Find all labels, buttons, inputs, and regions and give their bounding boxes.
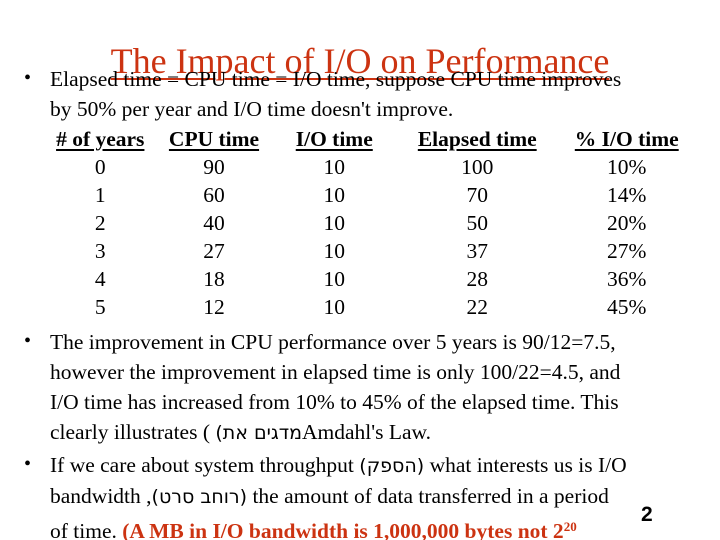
- table-header-label: # of years: [56, 126, 145, 151]
- table-header-cell: % I/O time: [559, 124, 696, 153]
- bullet-icon: •: [24, 453, 32, 475]
- table-cell: 37: [466, 239, 489, 263]
- text-line: clearly illustrates ( (תא םיגדמAmdahl's …: [50, 417, 710, 448]
- table-cell: 10: [323, 295, 346, 319]
- text-line: by 50% per year and I/O time doesn't imp…: [50, 97, 454, 121]
- text-line: I/O time has increased from 10% to 45% o…: [50, 390, 619, 414]
- table-cell: 27: [203, 239, 225, 263]
- page-title: The Impact of I/O on Performance: [0, 40, 720, 82]
- text-line: of time. (A MB in I/O bandwidth is 1,000…: [50, 512, 710, 540]
- table-header-cell: CPU time: [156, 124, 273, 153]
- table-cell: 60: [203, 183, 225, 207]
- text-segment: what interests us is I/O: [424, 453, 627, 477]
- text-line: bandwidth ,(טרס בחור) the amount of data…: [50, 481, 710, 512]
- table-cell: 100: [461, 155, 494, 179]
- mb-bandwidth-note: (A MB in I/O bandwidth is 1,000,000 byte…: [122, 519, 564, 540]
- table-cell: 36%: [607, 267, 647, 291]
- table-cell: 10%: [607, 155, 647, 179]
- table-cell: 1: [94, 183, 106, 207]
- table-cell: 2: [94, 211, 106, 235]
- io-table-header-row: # of years CPU time I/O time Elapsed time % …: [45, 124, 695, 153]
- hebrew-text-madgim-et: (תא םיגדמ: [215, 422, 302, 444]
- table-header-cell: Elapsed time: [396, 124, 559, 153]
- bullet-item-throughput: • If we care about system throughput (קפ…: [22, 450, 710, 540]
- table-cell: 14%: [607, 183, 647, 207]
- text-segment: clearly illustrates (: [50, 420, 216, 444]
- table-cell: 50: [466, 211, 489, 235]
- table-cell: 10: [323, 155, 346, 179]
- hebrew-text-hespek: (קפסה): [359, 455, 425, 477]
- table-header-label: I/O time: [295, 126, 373, 151]
- bullet-icon: •: [24, 330, 32, 352]
- text-line: If we care about system throughput (קפסה…: [50, 450, 710, 481]
- table-header-cell: I/O time: [273, 124, 397, 153]
- table-header-label: CPU time: [168, 126, 260, 151]
- table-cell: 20%: [607, 211, 647, 235]
- text-segment: Amdahl's Law.: [301, 420, 432, 444]
- table-header-cell: # of years: [45, 124, 156, 153]
- table-cell: 5: [94, 295, 106, 319]
- table-row: 4 18 10 28 36%: [45, 265, 695, 293]
- table-cell: 22: [466, 295, 489, 319]
- table-row: 0 90 10 100 10%: [45, 153, 695, 181]
- table-row: 2 40 10 50 20%: [45, 209, 695, 237]
- text-segment: bandwidth ,: [50, 484, 152, 508]
- hebrew-text-rochav-seret: (טרס בחור): [151, 486, 248, 508]
- table-cell: 18: [203, 267, 225, 291]
- table-header-label: % I/O time: [574, 126, 679, 151]
- table-cell: 27%: [607, 239, 647, 263]
- table-row: 3 27 10 37 27%: [45, 237, 695, 265]
- table-row: 5 12 10 22 45%: [45, 293, 695, 321]
- io-table-body: 0 90 10 100 10% 1 60 10 70 14% 2 40 10 50 20% 3 27 10 37 27…: [45, 153, 695, 321]
- table-cell: 90: [203, 155, 225, 179]
- table-cell: 10: [323, 183, 346, 207]
- table-cell: 3: [94, 239, 106, 263]
- exponent-20: 20: [563, 519, 577, 534]
- table-header-label: Elapsed time: [417, 126, 537, 151]
- text-segment: of time.: [50, 519, 123, 540]
- table-cell: 45%: [607, 295, 647, 319]
- bullet-item-improvement: • The improvement in CPU performance ove…: [22, 327, 710, 448]
- text-line: Elapsed time = CPU time = I/O time, supp…: [50, 67, 622, 91]
- table-row: 1 60 10 70 14%: [45, 181, 695, 209]
- io-performance-table: # of years CPU time I/O time Elapsed time % …: [45, 124, 695, 321]
- table-cell: 28: [466, 267, 489, 291]
- table-cell: 10: [323, 211, 346, 235]
- table-cell: 4: [94, 267, 106, 291]
- bullet-item-elapsed-time: • Elapsed time = CPU time = I/O time, su…: [22, 64, 710, 124]
- text-segment: If we care about system throughput: [50, 453, 360, 477]
- bullet-icon: •: [24, 67, 32, 89]
- table-cell: 10: [323, 267, 346, 291]
- table-cell: 12: [203, 295, 225, 319]
- text-line: however the improvement in elapsed time …: [50, 360, 621, 384]
- text-segment: the amount of data transferred in a peri…: [247, 484, 609, 508]
- text-line: The improvement in CPU performance over …: [50, 330, 616, 354]
- table-cell: 0: [94, 155, 106, 179]
- table-cell: 70: [466, 183, 489, 207]
- table-cell: 40: [203, 211, 225, 235]
- page-title-text: The Impact of I/O on Performance: [110, 41, 610, 82]
- table-cell: 10: [323, 239, 346, 263]
- slide-page-number: 2: [641, 503, 653, 526]
